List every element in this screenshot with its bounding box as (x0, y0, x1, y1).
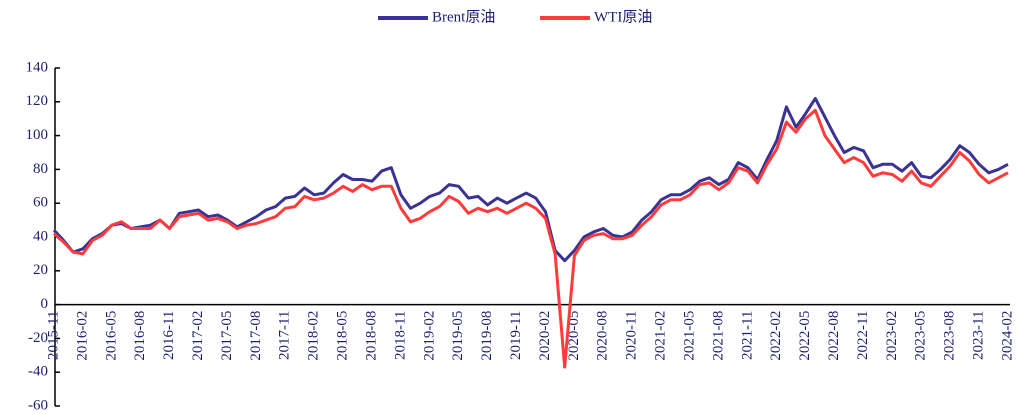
x-tick-label: 2018-02 (306, 311, 322, 361)
y-tick-label: 140 (26, 59, 49, 75)
x-tick-label: 2016-02 (74, 311, 90, 361)
x-tick-label: 2017-05 (219, 311, 235, 361)
x-tick-label: 2022-11 (855, 311, 871, 360)
y-tick-label: 40 (33, 228, 48, 244)
x-tick-label: 2015-11 (45, 311, 61, 360)
y-tick-label: 120 (26, 93, 49, 109)
series-line (52, 96, 1009, 263)
y-tick-label: 80 (33, 161, 48, 177)
x-tick-label: 2016-08 (132, 311, 148, 361)
x-tick-label: 2017-08 (248, 311, 264, 361)
legend-label: Brent原油 (432, 8, 495, 25)
y-tick-label: -40 (28, 364, 48, 380)
x-tick-label: 2019-08 (479, 311, 495, 361)
y-tick-label: 100 (26, 127, 49, 143)
y-tick-label: 60 (33, 195, 48, 211)
x-tick-label: 2021-05 (681, 311, 697, 361)
x-tick-label: 2016-11 (161, 311, 177, 360)
y-tick-label: 0 (41, 296, 49, 312)
x-tick-label: 2022-02 (768, 311, 784, 361)
x-tick-label: 2023-11 (971, 311, 987, 360)
x-tick-label: 2018-11 (392, 311, 408, 360)
x-tick-label: 2019-11 (508, 311, 524, 360)
x-tick-label: 2020-11 (624, 311, 640, 360)
x-tick-label: 2021-11 (739, 311, 755, 360)
x-tick-label: 2021-08 (710, 311, 726, 361)
x-tick-label: 2017-11 (277, 311, 293, 360)
x-tick-label: 2021-02 (653, 311, 669, 361)
x-tick-label: 2020-08 (595, 311, 611, 361)
x-tick-label: 2023-05 (913, 311, 929, 361)
x-tick-label: 2022-05 (797, 311, 813, 361)
x-tick-label: 2024-02 (999, 311, 1015, 361)
x-tick-label: 2020-02 (537, 311, 553, 361)
x-tick-label: 2019-05 (450, 311, 466, 361)
legend-label: WTI原油 (594, 8, 652, 25)
x-tick-label: 2023-02 (884, 311, 900, 361)
x-tick-label: 2019-02 (421, 311, 437, 361)
y-tick-label: 20 (33, 262, 48, 278)
y-tick-label: -20 (28, 330, 48, 346)
x-tick-label: 2022-08 (826, 311, 842, 361)
x-tick-label: 2018-05 (335, 311, 351, 361)
x-tick-label: 2016-05 (103, 311, 119, 361)
series-line (53, 108, 1009, 369)
y-tick-label: -60 (28, 397, 48, 413)
x-tick-label: 2023-08 (942, 311, 958, 361)
x-tick-label: 2017-02 (190, 311, 206, 361)
x-tick-label: 2018-08 (363, 311, 379, 361)
